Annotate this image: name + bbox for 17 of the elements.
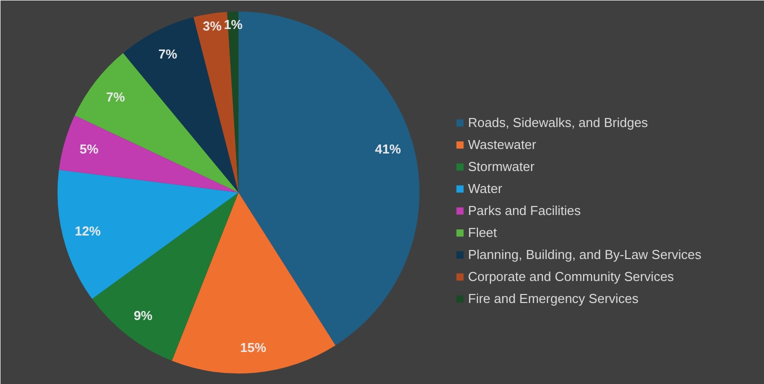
legend-label: Fire and Emergency Services <box>468 290 639 306</box>
legend-label: Parks and Facilities <box>468 202 581 218</box>
data-label: 5% <box>80 142 99 157</box>
data-label: 15% <box>240 340 267 355</box>
legend-label: Water <box>468 180 502 196</box>
data-label: 12% <box>74 224 102 239</box>
data-label: 41% <box>374 142 402 157</box>
legend-label: Fleet <box>468 224 497 240</box>
legend-label: Wastewater <box>468 136 536 152</box>
data-label: 3% <box>202 18 222 34</box>
data-label: 7% <box>106 90 126 105</box>
data-label: 7% <box>158 46 178 62</box>
legend-label: Corporate and Community Services <box>468 268 674 284</box>
data-label: 9% <box>134 308 153 323</box>
legend-label: Stormwater <box>468 158 534 174</box>
legend-label: Planning, Building, and By-Law Services <box>468 246 702 262</box>
legend-label: Roads, Sidewalks, and Bridges <box>468 114 648 130</box>
